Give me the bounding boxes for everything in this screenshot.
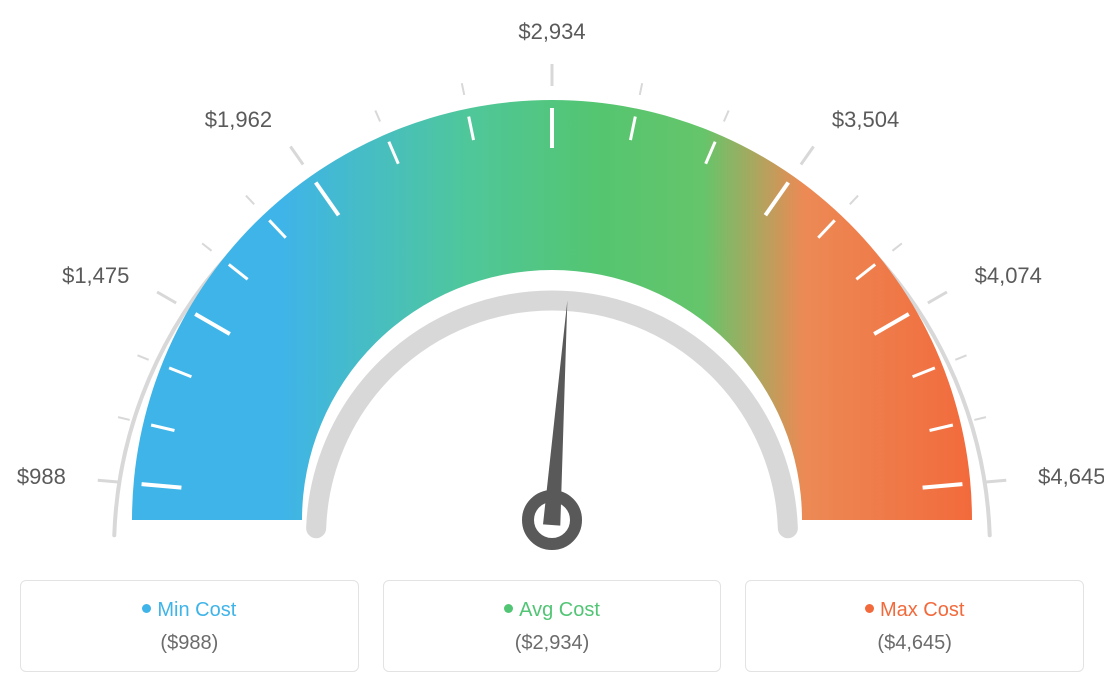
legend-min-card: Min Cost ($988) xyxy=(20,580,359,672)
legend-min-title: Min Cost xyxy=(31,599,348,622)
legend-max-card: Max Cost ($4,645) xyxy=(745,580,1084,672)
legend-max-label: Max Cost xyxy=(880,599,964,621)
legend-max-value: ($4,645) xyxy=(756,632,1073,655)
legend-min-dot-icon xyxy=(142,604,151,613)
legend-avg-dot-icon xyxy=(504,604,513,613)
legend-row: Min Cost ($988) Avg Cost ($2,934) Max Co… xyxy=(20,580,1084,672)
gauge-tick-label: $4,074 xyxy=(975,263,1042,289)
gauge-area: $988$1,475$1,962$2,934$3,504$4,074$4,645 xyxy=(20,20,1084,570)
legend-min-label: Min Cost xyxy=(157,599,236,621)
gauge-tick-label: $4,645 xyxy=(1038,464,1104,490)
legend-avg-card: Avg Cost ($2,934) xyxy=(383,580,722,672)
legend-avg-value: ($2,934) xyxy=(394,632,711,655)
gauge-tick-label: $988 xyxy=(17,464,66,490)
gauge-tick-label: $1,475 xyxy=(62,263,129,289)
legend-avg-title: Avg Cost xyxy=(394,599,711,622)
legend-max-dot-icon xyxy=(865,604,874,613)
gauge-tick-label: $3,504 xyxy=(832,107,899,133)
legend-avg-label: Avg Cost xyxy=(519,599,600,621)
gauge-svg xyxy=(20,20,1084,570)
legend-max-title: Max Cost xyxy=(756,599,1073,622)
gauge-chart-container: $988$1,475$1,962$2,934$3,504$4,074$4,645… xyxy=(20,20,1084,672)
gauge-tick-label: $2,934 xyxy=(518,19,585,45)
legend-min-value: ($988) xyxy=(31,632,348,655)
gauge-tick-label: $1,962 xyxy=(205,107,272,133)
